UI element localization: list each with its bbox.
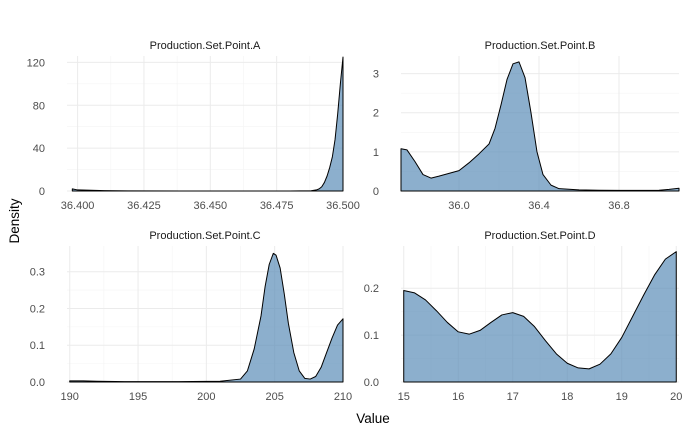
x-tick-label: 190 [61, 391, 79, 403]
density-area [400, 61, 680, 192]
y-tick-label: 2 [373, 108, 379, 120]
x-tick-label: 36.425 [127, 200, 161, 212]
x-tick-label: 19 [616, 391, 628, 403]
x-tick-label: 36.475 [260, 200, 294, 212]
y-tick-label: 120 [27, 57, 45, 69]
x-tick-label: 36.500 [326, 200, 360, 212]
x-tick-label: 17 [507, 391, 519, 403]
x-tick-label: 36.8 [608, 200, 629, 212]
y-tick-label: 0 [39, 186, 45, 198]
x-tick-label: 20 [670, 391, 682, 403]
x-tick-label: 36.400 [61, 200, 95, 212]
x-tick-label: 15 [398, 391, 410, 403]
panel-title: Production.Set.Point.B [485, 40, 596, 52]
y-tick-label: 0.2 [364, 283, 379, 295]
x-tick-label: 18 [561, 391, 573, 403]
y-tick-label: 0 [373, 186, 379, 198]
panel-title: Production.Set.Point.A [150, 40, 261, 52]
y-axis-title: Density [7, 198, 22, 243]
x-tick-label: 16 [452, 391, 464, 403]
facet-panel: Production.Set.Point.D 15 16 17 18 19 20 0.0 0.1… [364, 230, 683, 403]
x-tick-label: 195 [129, 391, 147, 403]
y-tick-label: 0.0 [30, 377, 45, 389]
y-tick-label: 0.3 [30, 267, 45, 279]
x-tick-label: 36.4 [528, 200, 549, 212]
y-tick-label: 40 [33, 143, 45, 155]
y-tick-label: 0.1 [30, 340, 45, 352]
x-axis-title: Value [356, 411, 390, 426]
y-tick-label: 1 [373, 147, 379, 159]
panel-title: Production.Set.Point.D [484, 230, 595, 242]
y-tick-label: 0.2 [30, 303, 45, 315]
x-tick-label: 205 [266, 391, 284, 403]
facet-panels: Production.Set.Point.A36.400 36.425 36.450… [27, 40, 683, 403]
density-area [69, 252, 344, 383]
density-area [71, 56, 344, 192]
facet-panel: Production.Set.Point.C 190 195 200 205 210 0.0… [30, 230, 352, 403]
x-tick-label: 36.450 [193, 200, 227, 212]
x-tick-label: 210 [334, 391, 352, 403]
x-tick-label: 200 [197, 391, 215, 403]
x-tick-label: 36.0 [448, 200, 469, 212]
density-area [403, 251, 677, 383]
panel-title: Production.Set.Point.C [149, 230, 260, 242]
facet-panel: Production.Set.Point.A 36.400 36.425 36.450… [27, 40, 360, 212]
y-tick-label: 0.0 [364, 377, 379, 389]
y-tick-label: 3 [373, 69, 379, 81]
y-tick-label: 80 [33, 100, 45, 112]
y-tick-label: 0.1 [364, 330, 379, 342]
facet-panel: Production.Set.Point.B 36.0 36.4 36.8 0 1 2 3 [373, 40, 680, 212]
